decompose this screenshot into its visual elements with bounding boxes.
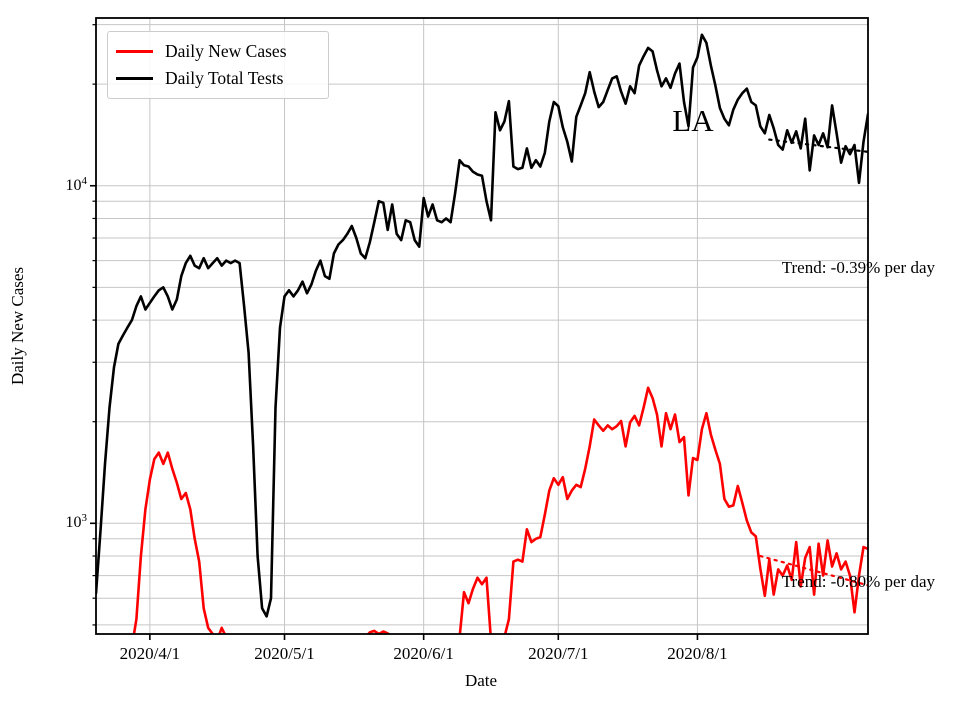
legend-item-cases: Daily New Cases (116, 38, 318, 65)
x-axis-label: Date (464, 671, 498, 690)
y-axis-label: Daily New Cases (8, 266, 27, 386)
x-tick-label: 2020/7/1 (528, 644, 589, 663)
cases-line (132, 386, 868, 634)
gridlines (96, 18, 868, 634)
legend-item-tests: Daily Total Tests (116, 65, 318, 92)
y-tick-label: 104 (65, 174, 88, 194)
tests-trend-label: Trend: -0.39% per day (781, 258, 935, 277)
x-tick-label: 2020/8/1 (667, 644, 728, 663)
y-tick-label: 103 (65, 512, 88, 532)
annotation-la: LA (672, 103, 714, 139)
data-series (96, 33, 868, 634)
x-tick-label: 2020/4/1 (119, 644, 181, 663)
legend-label-cases: Daily New Cases (165, 41, 287, 61)
x-tick-label: 2020/5/1 (254, 644, 315, 663)
cases-trend-label: Trend: -0.80% per day (781, 572, 935, 591)
tests-line (96, 33, 868, 618)
cases-line-swatch (116, 50, 153, 53)
x-tick-label: 2020/6/1 (393, 644, 454, 663)
tests-line-swatch (116, 77, 153, 80)
legend: Daily New Cases Daily Total Tests (107, 31, 329, 99)
axis-ticks (90, 24, 699, 640)
plot-border (95, 17, 869, 635)
legend-label-tests: Daily Total Tests (165, 68, 284, 88)
